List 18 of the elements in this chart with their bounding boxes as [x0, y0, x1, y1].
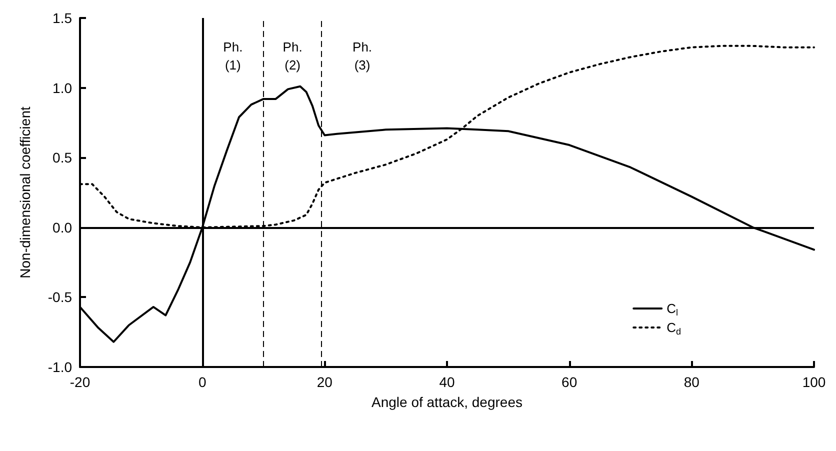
annotation: Ph. (3) [352, 40, 372, 72]
x-tick-label: 60 [562, 374, 578, 390]
y-axis-title: Non-dimensional coefficient [17, 106, 33, 278]
x-tick-label: 100 [802, 374, 826, 390]
x-tick-label: 20 [316, 374, 333, 390]
y-tick-label: 1.0 [52, 80, 72, 96]
x-axis-title: Angle of attack, degrees [372, 394, 522, 410]
y-tick-label: 1.5 [52, 10, 72, 26]
y-tick-label: 0.5 [52, 150, 72, 166]
annotation: Ph. (2) [282, 40, 302, 72]
y-tick-label: -0.5 [48, 289, 72, 306]
x-tick-label: 40 [439, 374, 455, 390]
x-tick-label: 0 [198, 374, 206, 390]
y-tick-label: -1.0 [48, 359, 72, 375]
x-tick-label: -20 [70, 374, 90, 390]
annotation: Ph. (1) [223, 40, 243, 72]
y-tick-label: 0.0 [52, 219, 72, 236]
x-tick-label: 80 [684, 374, 700, 390]
